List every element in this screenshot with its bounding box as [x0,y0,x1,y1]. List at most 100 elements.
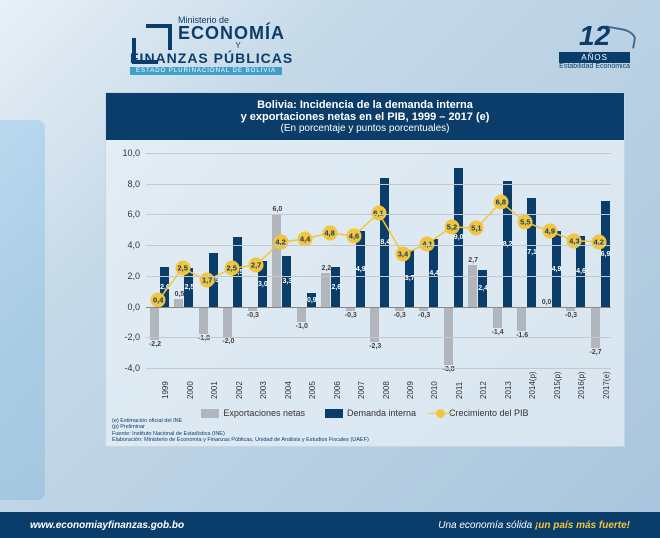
year-column: -1,67,1 [515,153,539,368]
footer-url: www.economiayfinanzas.gob.bo [30,520,184,531]
year-column: -1,48,2 [491,153,515,368]
slogan-part-1: Una economía sólida [438,520,535,531]
gridline [146,153,611,154]
year-column: -2,04,5 [221,153,245,368]
bar-label-exp: -2,2 [145,341,165,348]
y-tick: 4,0 [127,240,140,250]
x-label: 2006 [333,381,342,399]
x-label: 2004 [284,381,293,399]
bar-label-exp: -2,3 [365,343,385,350]
brand-y: Y [178,41,298,50]
bar-label-exp: -0,3 [561,312,581,319]
x-label: 2013 [504,381,513,399]
x-label: 2012 [479,381,488,399]
bar-label-exp: -2,0 [218,338,238,345]
note-line: (p) Preliminar [112,424,369,431]
year-column: 2,72,4 [466,153,490,368]
plot-area: -2,22,60,52,5-1,83,5-2,04,5-0,33,06,03,3… [146,153,611,368]
bar-label-exp: 2,7 [463,257,483,264]
x-label: 2003 [259,381,268,399]
chart-notes: (e) Estimación oficial del INE(p) Prelim… [106,418,369,444]
year-column: -2,76,9 [589,153,613,368]
bar-exportaciones [297,307,306,322]
year-column: -3,89,0 [442,153,466,368]
x-label: 2010 [430,381,439,399]
note-line: Fuente: Instituto Nacional de Estadístic… [112,431,369,438]
bar-label-exp: -1,0 [292,323,312,330]
gridline [146,245,611,246]
brand-sub: ESTADO PLURINACIONAL DE BOLIVIA [130,67,282,75]
bar-label-exp: -0,3 [243,312,263,319]
footer: www.economiayfinanzas.gob.bo Una economí… [0,512,660,538]
x-label: 2011 [455,382,464,399]
year-column: 2,22,6 [319,153,343,368]
bar-label-exp: -1,8 [194,335,214,342]
bar-label-exp: -1,4 [488,329,508,336]
stability-label: Estabilidad Económica [559,63,630,70]
y-tick: 8,0 [127,179,140,189]
bar-label-exp: -0,3 [341,312,361,319]
year-column: 6,03,3 [270,153,294,368]
years-number: 12 [559,20,630,52]
gridline [146,337,611,338]
x-label: 2001 [210,381,219,399]
bars-layer: -2,22,60,52,5-1,83,5-2,04,5-0,33,06,03,3… [146,153,611,368]
chart-title-bar: Bolivia: Incidencia de la demanda intern… [106,93,624,140]
gridline [146,184,611,185]
footer-slogan: Una economía sólida ¡un país más fuerte! [438,520,630,531]
bar-label-exp: -0,3 [390,312,410,319]
bar-exportaciones [199,307,208,335]
chart-subtitle: (En porcentaje y puntos porcentuales) [116,123,614,134]
header: Ministerio de ECONOMÍA Y FINANZAS PÚBLIC… [0,10,660,80]
note-line: (e) Estimación oficial del INE [112,418,369,425]
legend-exp-label: Exportaciones netas [223,408,305,418]
bar-label-exp: -0,3 [414,312,434,319]
x-label: 2017(e) [602,371,611,399]
gridline [146,368,611,369]
swatch-pib-icon [436,409,445,418]
ministry-logo: Ministerio de ECONOMÍA Y FINANZAS PÚBLIC… [130,15,298,75]
x-label: 2000 [186,381,195,399]
year-column: 0,52,5 [172,153,196,368]
year-column: -1,83,5 [197,153,221,368]
year-column: -0,34,9 [344,153,368,368]
bar-exportaciones [517,307,526,332]
x-axis-labels: 1999200020012002200320042005200620072008… [146,371,611,403]
chart-title-2: y exportaciones netas en el PIB, 1999 – … [116,111,614,123]
year-column: -2,38,4 [368,153,392,368]
chart-title-1: Bolivia: Incidencia de la demanda intern… [116,99,614,111]
year-column: -1,00,9 [295,153,319,368]
bar-exportaciones [444,307,453,365]
legend: Exportaciones netas Demanda interna Crec… [106,408,624,418]
year-column: -0,33,7 [393,153,417,368]
gridline [146,214,611,215]
bar-exportaciones [223,307,232,338]
bar-exportaciones [591,307,600,348]
swatch-exp-icon [201,409,219,418]
legend-dem-label: Demanda interna [347,408,416,418]
gridline [146,276,611,277]
bar-exportaciones [174,299,183,307]
anniversary-logo: 12 AÑOS Estabilidad Económica [559,20,630,70]
y-tick: 10,0 [122,148,140,158]
legend-exp: Exportaciones netas [201,408,305,418]
year-column: -2,22,6 [148,153,172,368]
y-tick: -2,0 [124,332,140,342]
y-tick: 0,0 [127,302,140,312]
slogan-part-2: ¡un país más fuerte! [535,520,630,531]
x-label: 2005 [308,381,317,399]
y-tick: 6,0 [127,209,140,219]
x-label: 2007 [357,381,366,399]
background-accent [0,120,45,500]
y-axis: -4,0-2,00,02,04,06,08,010,0 [106,153,144,368]
year-column: 0,04,9 [540,153,564,368]
x-label: 2002 [235,381,244,399]
y-tick: -4,0 [124,363,140,373]
legend-pib: Crecimiento del PIB [436,408,529,418]
bar-label-dem: 6,9 [596,251,616,258]
logo-mark-icon [132,24,168,60]
year-column: -0,33,0 [246,153,270,368]
gridline [146,307,611,308]
y-tick: 2,0 [127,271,140,281]
brand-economia: ECONOMÍA [178,25,285,41]
